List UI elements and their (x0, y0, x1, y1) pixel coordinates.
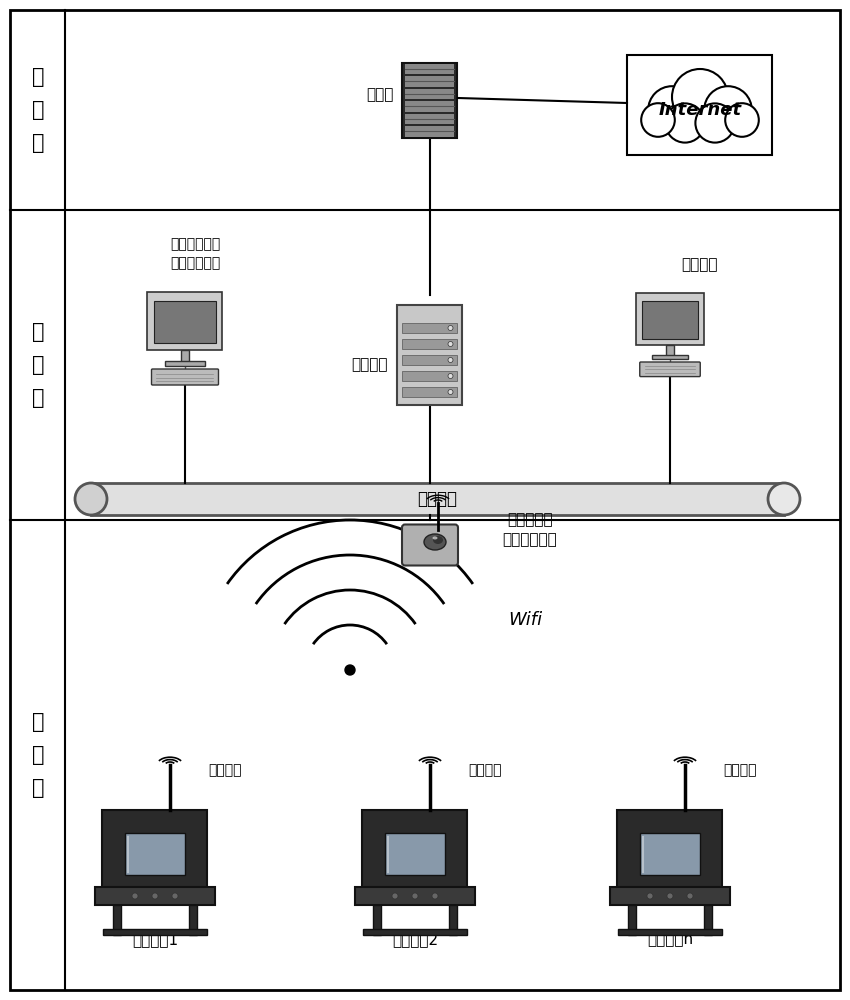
Bar (704, 905, 712, 935)
Bar (189, 905, 197, 935)
Text: 防火墙: 防火墙 (366, 88, 394, 103)
Bar (627, 55, 773, 155)
Bar (403, 387, 457, 397)
Circle shape (432, 893, 438, 899)
Circle shape (687, 893, 693, 899)
Bar (363, 929, 467, 935)
Circle shape (152, 893, 158, 899)
Circle shape (667, 893, 673, 899)
Bar (125, 833, 185, 875)
Circle shape (695, 103, 734, 143)
Bar (405, 76, 455, 87)
Bar (405, 113, 455, 124)
Circle shape (704, 86, 751, 134)
Circle shape (412, 893, 418, 899)
Bar (403, 371, 457, 381)
Bar (403, 62, 457, 137)
Text: 数据中心: 数据中心 (352, 358, 388, 372)
Bar (113, 905, 121, 935)
Circle shape (725, 103, 759, 137)
Text: 试验终端1: 试验终端1 (132, 932, 178, 948)
Bar (148, 292, 223, 350)
Circle shape (641, 103, 675, 137)
Circle shape (132, 893, 138, 899)
Bar (403, 323, 457, 333)
Text: Internet: Internet (659, 101, 741, 119)
Text: 无线网卡: 无线网卡 (468, 763, 501, 777)
Bar (103, 810, 207, 890)
Bar (403, 355, 457, 365)
Bar (643, 301, 698, 339)
Text: 试验终端n: 试验终端n (647, 932, 693, 948)
Text: Wifi: Wifi (508, 611, 542, 629)
Bar (165, 361, 205, 366)
Bar (405, 64, 455, 74)
FancyBboxPatch shape (91, 483, 784, 515)
Text: 试验管理系统
（检验部门）: 试验管理系统 （检验部门） (170, 238, 220, 270)
Text: 无线网卡: 无线网卡 (723, 763, 756, 777)
Circle shape (647, 893, 653, 899)
FancyBboxPatch shape (151, 369, 218, 385)
Bar (449, 905, 457, 935)
Bar (103, 929, 207, 935)
Circle shape (392, 893, 398, 899)
Circle shape (172, 893, 178, 899)
Bar (617, 810, 722, 890)
Bar (405, 101, 455, 111)
Circle shape (448, 342, 453, 347)
Text: 无线网卡: 无线网卡 (208, 763, 241, 777)
Ellipse shape (75, 483, 107, 515)
Text: 企业内网: 企业内网 (417, 490, 457, 508)
Circle shape (345, 665, 355, 675)
Bar (181, 350, 189, 362)
Bar (628, 905, 636, 935)
FancyBboxPatch shape (640, 362, 700, 377)
Bar (652, 355, 688, 359)
Text: 数据接口: 数据接口 (682, 257, 718, 272)
Bar (666, 345, 673, 356)
Text: 管
理
层: 管 理 层 (31, 322, 44, 408)
Bar (154, 301, 216, 343)
Circle shape (448, 326, 453, 330)
Bar (618, 929, 722, 935)
Circle shape (666, 103, 705, 143)
Ellipse shape (768, 483, 800, 515)
Text: 试
验
层: 试 验 层 (31, 712, 44, 798)
Text: 试验终端2: 试验终端2 (392, 932, 438, 948)
Circle shape (448, 373, 453, 378)
Bar (362, 810, 468, 890)
Bar (405, 126, 455, 136)
Circle shape (448, 358, 453, 362)
Bar (610, 887, 730, 905)
Bar (405, 89, 455, 99)
Bar (398, 305, 462, 405)
Ellipse shape (424, 534, 446, 550)
Ellipse shape (433, 536, 443, 544)
Ellipse shape (433, 536, 438, 540)
Text: 外
网
层: 外 网 层 (31, 67, 44, 153)
Bar (95, 887, 215, 905)
Circle shape (649, 86, 696, 134)
Circle shape (672, 69, 728, 125)
Bar (640, 833, 700, 875)
Text: 无线路由器
（试验场所）: 无线路由器 （试验场所） (502, 513, 558, 547)
Circle shape (448, 389, 453, 394)
Bar (403, 339, 457, 349)
Bar (385, 833, 445, 875)
Bar (373, 905, 381, 935)
Bar (355, 887, 475, 905)
FancyBboxPatch shape (402, 524, 458, 566)
Bar (637, 293, 704, 345)
